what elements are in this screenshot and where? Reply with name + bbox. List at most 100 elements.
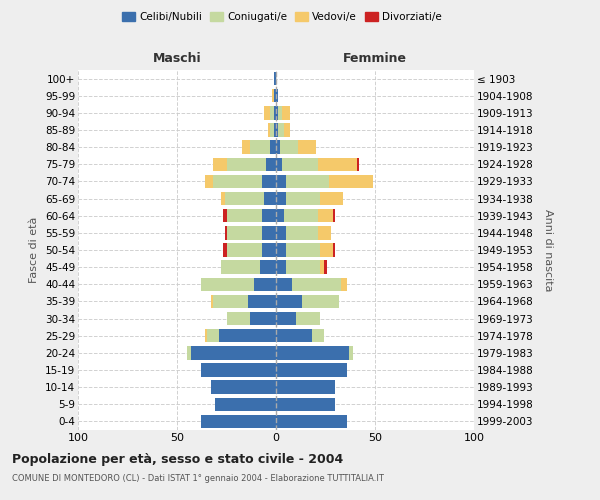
Bar [212, 294, 248, 308]
Bar [276, 124, 278, 136]
Bar [254, 278, 276, 291]
Bar [270, 106, 274, 120]
Bar [280, 140, 298, 154]
Bar [276, 278, 292, 291]
Bar [320, 192, 343, 205]
Bar [221, 192, 224, 205]
Bar [278, 106, 282, 120]
Bar [227, 226, 262, 239]
Bar [221, 260, 260, 274]
Bar [206, 329, 218, 342]
Bar [276, 294, 302, 308]
Bar [211, 294, 212, 308]
Bar [248, 294, 276, 308]
Bar [274, 72, 276, 86]
Y-axis label: Fasce di età: Fasce di età [29, 217, 40, 283]
Bar [270, 124, 274, 136]
Bar [302, 294, 340, 308]
Bar [276, 346, 349, 360]
Bar [205, 329, 206, 342]
Bar [227, 312, 250, 326]
Bar [320, 244, 334, 256]
Bar [262, 209, 276, 222]
Bar [276, 260, 286, 274]
Bar [320, 260, 323, 274]
Bar [264, 106, 270, 120]
Bar [284, 209, 317, 222]
Bar [317, 226, 331, 239]
Bar [276, 414, 347, 428]
Bar [292, 278, 341, 291]
Bar [262, 244, 276, 256]
Bar [276, 89, 278, 102]
Bar [223, 209, 227, 222]
Bar [317, 209, 334, 222]
Bar [262, 174, 276, 188]
Bar [274, 124, 276, 136]
Bar [276, 312, 296, 326]
Bar [276, 398, 335, 411]
Bar [191, 346, 276, 360]
Text: Maschi: Maschi [152, 52, 202, 65]
Bar [201, 278, 254, 291]
Bar [284, 124, 290, 136]
Legend: Celibi/Nubili, Coniugati/e, Vedovi/e, Divorziati/e: Celibi/Nubili, Coniugati/e, Vedovi/e, Di… [118, 8, 446, 26]
Bar [274, 89, 276, 102]
Bar [262, 226, 276, 239]
Text: COMUNE DI MONTEDORO (CL) - Dati ISTAT 1° gennaio 2004 - Elaborazione TUTTITALIA.: COMUNE DI MONTEDORO (CL) - Dati ISTAT 1°… [12, 474, 384, 483]
Text: Popolazione per età, sesso e stato civile - 2004: Popolazione per età, sesso e stato civil… [12, 452, 343, 466]
Bar [276, 158, 282, 171]
Bar [286, 260, 320, 274]
Bar [215, 398, 276, 411]
Bar [227, 244, 262, 256]
Bar [298, 140, 316, 154]
Bar [272, 89, 274, 102]
Bar [276, 192, 286, 205]
Bar [227, 158, 266, 171]
Bar [205, 174, 212, 188]
Bar [260, 260, 276, 274]
Bar [296, 312, 320, 326]
Bar [250, 312, 276, 326]
Bar [270, 140, 276, 154]
Bar [311, 329, 323, 342]
Bar [278, 124, 284, 136]
Bar [286, 192, 320, 205]
Bar [276, 140, 280, 154]
Bar [317, 158, 357, 171]
Bar [212, 158, 227, 171]
Bar [242, 140, 250, 154]
Bar [276, 209, 284, 222]
Bar [211, 380, 276, 394]
Bar [201, 414, 276, 428]
Bar [276, 106, 278, 120]
Bar [286, 244, 320, 256]
Bar [227, 209, 262, 222]
Bar [187, 346, 191, 360]
Bar [223, 244, 227, 256]
Bar [276, 174, 286, 188]
Bar [266, 158, 276, 171]
Bar [274, 106, 276, 120]
Bar [264, 192, 276, 205]
Bar [286, 174, 329, 188]
Bar [224, 226, 227, 239]
Bar [276, 226, 286, 239]
Bar [282, 106, 290, 120]
Bar [276, 364, 347, 376]
Bar [357, 158, 359, 171]
Bar [276, 329, 311, 342]
Bar [276, 244, 286, 256]
Bar [201, 364, 276, 376]
Bar [218, 329, 276, 342]
Bar [224, 192, 264, 205]
Bar [334, 209, 335, 222]
Bar [268, 124, 270, 136]
Bar [250, 140, 270, 154]
Bar [276, 380, 335, 394]
Bar [323, 260, 328, 274]
Bar [349, 346, 353, 360]
Bar [341, 278, 347, 291]
Bar [282, 158, 317, 171]
Bar [286, 226, 317, 239]
